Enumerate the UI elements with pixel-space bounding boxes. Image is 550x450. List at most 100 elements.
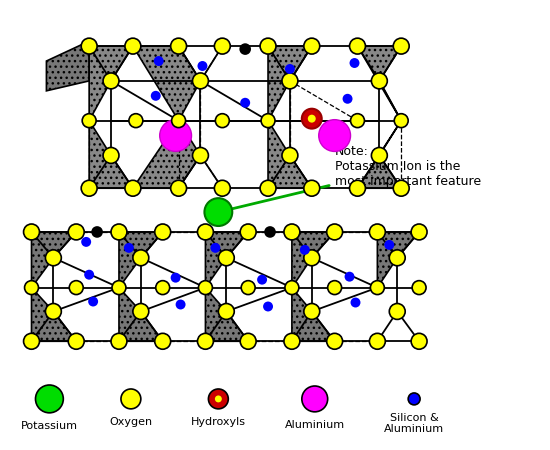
Ellipse shape [155,224,170,240]
Ellipse shape [304,38,320,54]
Ellipse shape [68,224,84,240]
Ellipse shape [350,58,360,68]
Ellipse shape [282,73,298,89]
Ellipse shape [192,73,208,89]
Ellipse shape [285,64,295,74]
Ellipse shape [133,250,149,266]
Ellipse shape [69,281,83,295]
Ellipse shape [350,114,365,128]
Ellipse shape [170,273,180,283]
Ellipse shape [103,148,119,163]
Polygon shape [292,288,334,341]
Ellipse shape [151,91,161,101]
Ellipse shape [371,73,387,89]
Ellipse shape [170,180,186,196]
Ellipse shape [260,180,276,196]
Polygon shape [119,232,163,288]
Text: Oxygen: Oxygen [109,417,152,427]
Ellipse shape [411,333,427,349]
Ellipse shape [371,148,387,163]
Ellipse shape [300,245,310,255]
Ellipse shape [170,38,186,54]
Ellipse shape [218,303,234,320]
Ellipse shape [344,272,355,282]
Ellipse shape [211,243,221,253]
Ellipse shape [302,386,328,412]
Polygon shape [133,121,200,188]
Polygon shape [133,46,200,121]
Ellipse shape [215,396,222,402]
Ellipse shape [81,180,97,196]
Ellipse shape [265,227,275,237]
Ellipse shape [155,333,170,349]
Ellipse shape [92,227,102,237]
Ellipse shape [125,38,141,54]
Ellipse shape [285,281,299,295]
Ellipse shape [284,224,300,240]
Ellipse shape [81,38,97,54]
Ellipse shape [103,73,119,89]
Polygon shape [119,288,163,341]
Ellipse shape [370,281,384,295]
Polygon shape [268,46,312,121]
Ellipse shape [282,148,298,163]
Ellipse shape [36,385,63,413]
Polygon shape [377,232,419,288]
Ellipse shape [133,303,149,320]
Ellipse shape [370,333,386,349]
Ellipse shape [84,270,94,279]
Ellipse shape [192,148,208,163]
Ellipse shape [121,389,141,409]
Polygon shape [358,121,401,188]
Text: Note:
Potassium Ion is the
most important feature: Note: Potassium Ion is the most importan… [224,145,481,212]
Polygon shape [31,288,76,341]
Polygon shape [206,232,248,288]
Ellipse shape [412,281,426,295]
Ellipse shape [260,38,276,54]
Ellipse shape [261,114,275,128]
Ellipse shape [241,281,255,295]
Ellipse shape [24,224,40,240]
Ellipse shape [124,243,134,253]
Ellipse shape [389,303,405,320]
Ellipse shape [156,281,169,295]
Polygon shape [31,232,76,288]
Ellipse shape [111,333,127,349]
Text: Aluminium: Aluminium [285,420,345,430]
Ellipse shape [327,224,343,240]
Ellipse shape [350,180,365,196]
Ellipse shape [172,114,185,128]
Ellipse shape [154,56,164,66]
Polygon shape [46,41,89,91]
Ellipse shape [216,114,229,128]
Ellipse shape [240,224,256,240]
Ellipse shape [46,303,62,320]
Ellipse shape [208,389,228,409]
Ellipse shape [384,240,394,250]
Ellipse shape [257,274,267,285]
Ellipse shape [240,333,256,349]
Ellipse shape [304,250,320,266]
Ellipse shape [240,44,250,54]
Ellipse shape [370,224,386,240]
Ellipse shape [218,250,234,266]
Polygon shape [206,288,248,341]
Ellipse shape [343,94,353,104]
Ellipse shape [304,180,320,196]
Ellipse shape [328,281,342,295]
Polygon shape [89,121,133,188]
Ellipse shape [411,224,427,240]
Ellipse shape [175,300,185,310]
Ellipse shape [214,180,230,196]
Text: Potassium: Potassium [21,421,78,431]
Text: Silicon &
Aluminium: Silicon & Aluminium [384,413,444,434]
Ellipse shape [197,224,213,240]
Polygon shape [89,46,133,121]
Ellipse shape [393,38,409,54]
Ellipse shape [25,281,39,295]
Ellipse shape [160,120,191,152]
Ellipse shape [46,250,62,266]
Ellipse shape [68,333,84,349]
Ellipse shape [205,198,232,226]
Ellipse shape [240,98,250,108]
